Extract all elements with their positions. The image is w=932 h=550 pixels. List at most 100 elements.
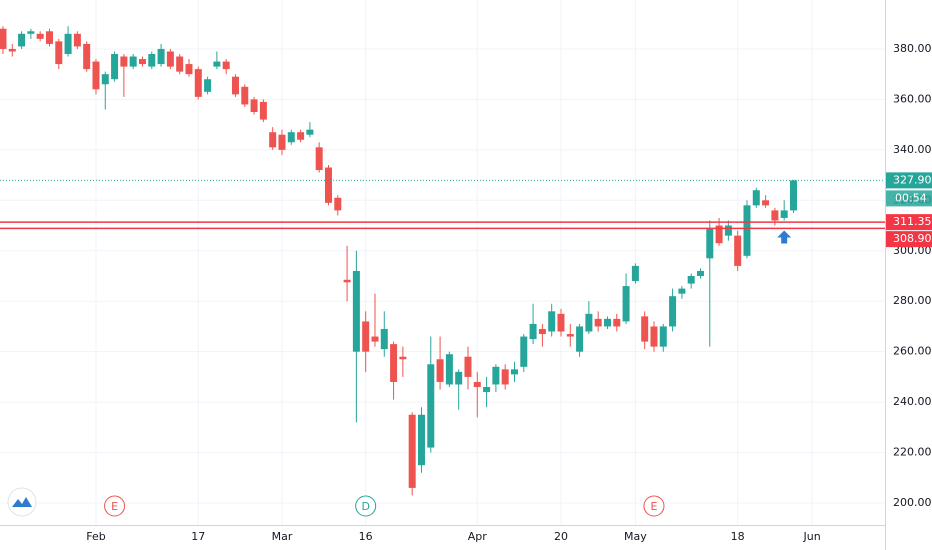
candle-body bbox=[427, 364, 435, 448]
y-tick-label: 260.00 bbox=[893, 345, 932, 358]
candle-body bbox=[734, 235, 742, 266]
candle-body bbox=[315, 147, 323, 171]
logo bbox=[7, 487, 37, 517]
candle-body bbox=[613, 318, 621, 327]
candle-body bbox=[659, 326, 667, 347]
candle-body bbox=[390, 344, 398, 382]
candle-body bbox=[576, 326, 584, 352]
candle-body bbox=[231, 76, 239, 95]
x-tick-label: Mar bbox=[272, 530, 293, 543]
candle-body bbox=[36, 33, 44, 39]
candle-body bbox=[520, 336, 528, 367]
candle-body bbox=[269, 132, 277, 148]
candle-body bbox=[334, 197, 342, 211]
candle-body bbox=[631, 265, 639, 282]
candle-body bbox=[641, 316, 649, 342]
y-tick-label: 360.00 bbox=[893, 92, 932, 105]
y-tick-label: 280.00 bbox=[893, 294, 932, 307]
candle-body bbox=[101, 74, 109, 85]
candle-body bbox=[18, 33, 26, 47]
candle-body bbox=[780, 210, 788, 218]
candle-body bbox=[594, 318, 602, 327]
candle-body bbox=[138, 59, 146, 65]
candle-body bbox=[176, 56, 184, 72]
level-label: 308.90 bbox=[893, 232, 932, 245]
y-tick-label: 200.00 bbox=[893, 496, 932, 509]
y-tick-label: 220.00 bbox=[893, 446, 932, 459]
candle-body bbox=[669, 296, 677, 327]
candle-body bbox=[501, 369, 509, 385]
candle-body bbox=[455, 371, 463, 385]
candle-body bbox=[650, 326, 658, 347]
candle-body bbox=[352, 270, 360, 352]
candle-body bbox=[566, 334, 574, 337]
candle-body bbox=[45, 31, 53, 44]
level-badge bbox=[886, 231, 932, 248]
candle-body bbox=[762, 200, 770, 206]
event-label: E bbox=[111, 500, 118, 513]
candle-body bbox=[724, 225, 732, 236]
x-tick-label: May bbox=[624, 530, 647, 543]
candle-body bbox=[380, 328, 388, 350]
candle-body bbox=[548, 311, 556, 332]
candle-body bbox=[250, 99, 258, 113]
event-label: D bbox=[361, 500, 369, 513]
level-badge bbox=[886, 214, 932, 231]
candle-body bbox=[129, 56, 137, 67]
candle-body bbox=[287, 132, 295, 143]
candle-body bbox=[111, 53, 119, 80]
event-marker bbox=[355, 495, 377, 517]
candle-body bbox=[557, 313, 565, 332]
candle-body bbox=[148, 53, 156, 67]
candle-body bbox=[706, 228, 714, 259]
candle-body bbox=[464, 356, 472, 377]
candle-body bbox=[343, 279, 351, 283]
candle-body bbox=[222, 61, 230, 70]
candle-body bbox=[120, 56, 128, 67]
candle-body bbox=[510, 369, 518, 375]
countdown-label: 00:54 bbox=[895, 191, 927, 204]
x-tick-label: 20 bbox=[554, 530, 568, 543]
candle-body bbox=[259, 101, 267, 120]
candle-body bbox=[92, 61, 100, 90]
candle-body bbox=[166, 51, 174, 67]
candle-body bbox=[204, 79, 212, 92]
candle-body bbox=[445, 354, 453, 385]
candle-body bbox=[408, 414, 416, 488]
candle-body bbox=[715, 225, 723, 244]
candle-body bbox=[436, 359, 444, 382]
event-label: E bbox=[651, 500, 658, 513]
candle-body bbox=[0, 28, 7, 49]
candle-body bbox=[678, 288, 686, 294]
candle-body bbox=[8, 48, 16, 52]
last-price-label: 327.90 bbox=[893, 173, 932, 186]
candle-body bbox=[585, 313, 593, 332]
candle-body bbox=[603, 318, 611, 327]
x-tick-label: Apr bbox=[468, 530, 488, 543]
candle-body bbox=[306, 129, 314, 135]
candle-body bbox=[529, 323, 537, 340]
y-tick-label: 340.00 bbox=[893, 143, 932, 156]
candle-body bbox=[696, 270, 704, 276]
candle-body bbox=[417, 414, 425, 466]
candle-body bbox=[83, 43, 91, 70]
candles bbox=[0, 26, 797, 496]
candle-body bbox=[371, 336, 379, 342]
candle-body bbox=[297, 132, 305, 140]
y-tick-label: 380.00 bbox=[893, 42, 932, 55]
x-tick-label: Feb bbox=[86, 530, 105, 543]
candle-body bbox=[27, 31, 35, 34]
y-tick-label: 240.00 bbox=[893, 395, 932, 408]
candle-body bbox=[492, 366, 500, 385]
candle-body bbox=[789, 180, 797, 211]
candle-body bbox=[185, 64, 193, 75]
candle-body bbox=[324, 167, 332, 203]
x-tick-label: Jun bbox=[802, 530, 820, 543]
candle-body bbox=[399, 356, 407, 360]
candle-body bbox=[687, 275, 695, 284]
last-price-badge bbox=[886, 172, 932, 189]
signal-arrow bbox=[777, 230, 792, 244]
